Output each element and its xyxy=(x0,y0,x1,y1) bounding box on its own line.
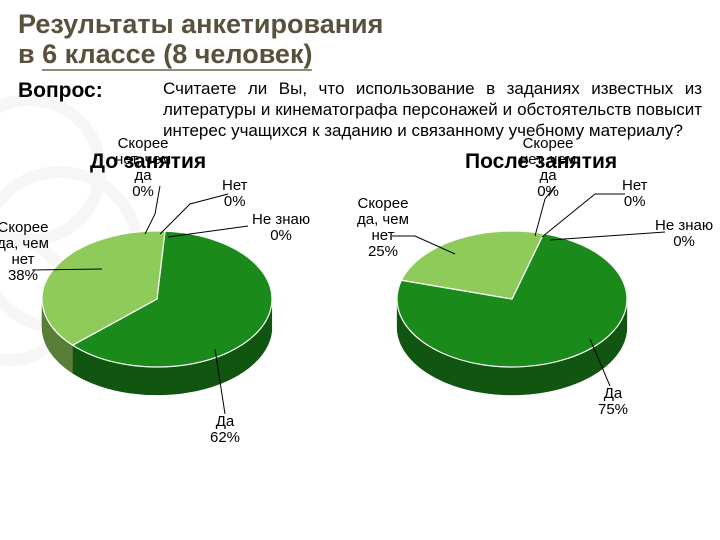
label-no-b: Нет0% xyxy=(622,178,648,210)
subtitle-before: До занятия xyxy=(0,150,345,174)
label-more-no-a: Скореенет, чемда0% xyxy=(115,136,171,201)
label-more-yes-b: Скорееда, чемнет25% xyxy=(357,196,409,261)
question-text: Считаете ли Вы, что использование в зада… xyxy=(163,79,702,141)
label-yes-a: Да62% xyxy=(210,414,240,446)
label-yes-b: Да75% xyxy=(598,386,628,418)
pie-chart-before: Скореенет, чемда0% Нет0% Не знаю0% Скоре… xyxy=(0,174,360,504)
label-dontknow-a: Не знаю0% xyxy=(252,212,310,244)
page-title: Результаты анкетирования в 6 классе (8 ч… xyxy=(0,0,720,69)
title-line2a: в xyxy=(18,39,35,69)
label-dontknow-b: Не знаю0% xyxy=(655,218,713,250)
question-label: Вопрос: xyxy=(18,79,163,141)
label-more-yes-a: Скорееда, чемнет38% xyxy=(0,220,49,285)
label-more-no-b: Скореенет, чемда0% xyxy=(520,136,576,201)
label-no-a: Нет0% xyxy=(222,178,248,210)
pie-chart-after: Скореенет, чемда0% Нет0% Не знаю0% Скоре… xyxy=(360,174,720,504)
title-line2b: 6 классе (8 человек) xyxy=(42,39,312,71)
title-line1: Результаты анкетирования xyxy=(18,9,383,39)
